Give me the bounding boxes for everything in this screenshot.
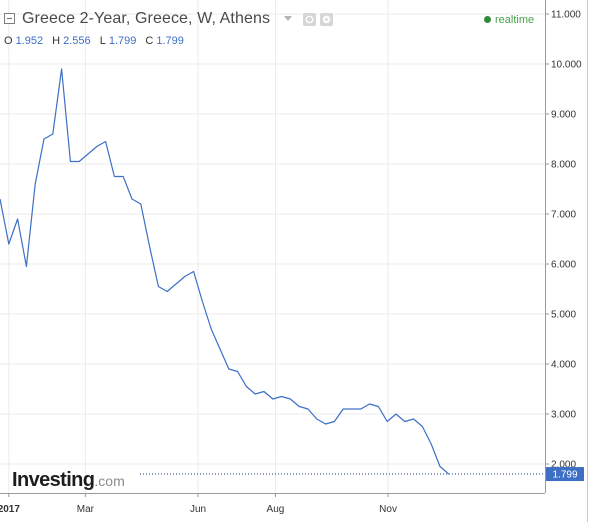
y-tick-label: 4.000 <box>551 360 576 371</box>
x-tick-label: Nov <box>379 504 397 515</box>
open-value: 1.952 <box>15 35 44 47</box>
high-key: H <box>52 35 61 47</box>
logo-name: Investing <box>12 469 95 491</box>
last-price-label: 1.799 <box>552 470 577 481</box>
x-tick-label: Aug <box>267 504 285 515</box>
realtime-dot-icon <box>484 16 491 23</box>
price-series <box>0 68 450 475</box>
ohlc-readout: O 1.952 H 2.556 L 1.799 C 1.799 <box>4 35 190 47</box>
realtime-status: realtime <box>484 14 534 26</box>
realtime-label: realtime <box>495 14 535 26</box>
investing-logo: Investing.com <box>12 469 125 492</box>
y-tick-label: 6.000 <box>551 260 576 271</box>
y-axis-labels: 11.000 10.000 9.000 8.000 7.000 6.000 5.000 4.0… <box>551 10 582 471</box>
series-line <box>0 68 450 475</box>
high-value: 2.556 <box>63 35 91 47</box>
y-tick-label: 7.000 <box>551 210 576 221</box>
y-tick-label: 3.000 <box>551 410 576 421</box>
chart-grid <box>0 0 545 493</box>
settings-icon[interactable] <box>303 13 316 26</box>
dropdown-caret-icon[interactable] <box>284 16 292 21</box>
y-tick-label: 2.000 <box>551 460 576 471</box>
x-axis-labels: 2017 Mar Jun Aug Nov <box>0 504 397 515</box>
x-tick-label: Mar <box>77 504 95 515</box>
y-tick-label: 11.000 <box>551 10 581 21</box>
low-key: L <box>99 35 106 47</box>
y-tick-label: 5.000 <box>551 310 576 321</box>
x-tick-label: 2017 <box>0 504 20 515</box>
y-tick-label: 9.000 <box>551 110 576 121</box>
y-tick-label: 10.000 <box>551 60 582 71</box>
y-tick-label: 8.000 <box>551 160 576 171</box>
low-value: 1.799 <box>108 35 137 47</box>
logo-suffix: .com <box>94 473 125 489</box>
last-price-badge <box>546 467 584 482</box>
collapse-toggle-icon[interactable] <box>4 13 15 24</box>
x-tick-label: Jun <box>190 504 206 515</box>
close-key: C <box>145 35 154 47</box>
chart-header: Greece 2-Year, Greece, W, Athens realtim… <box>0 0 545 58</box>
open-key: O <box>4 35 13 47</box>
last-price-marker: 1.799 <box>140 467 584 482</box>
close-value: 1.799 <box>156 35 184 47</box>
gear-icon[interactable] <box>320 13 333 26</box>
chart-title[interactable]: Greece 2-Year, Greece, W, Athens <box>22 10 271 27</box>
